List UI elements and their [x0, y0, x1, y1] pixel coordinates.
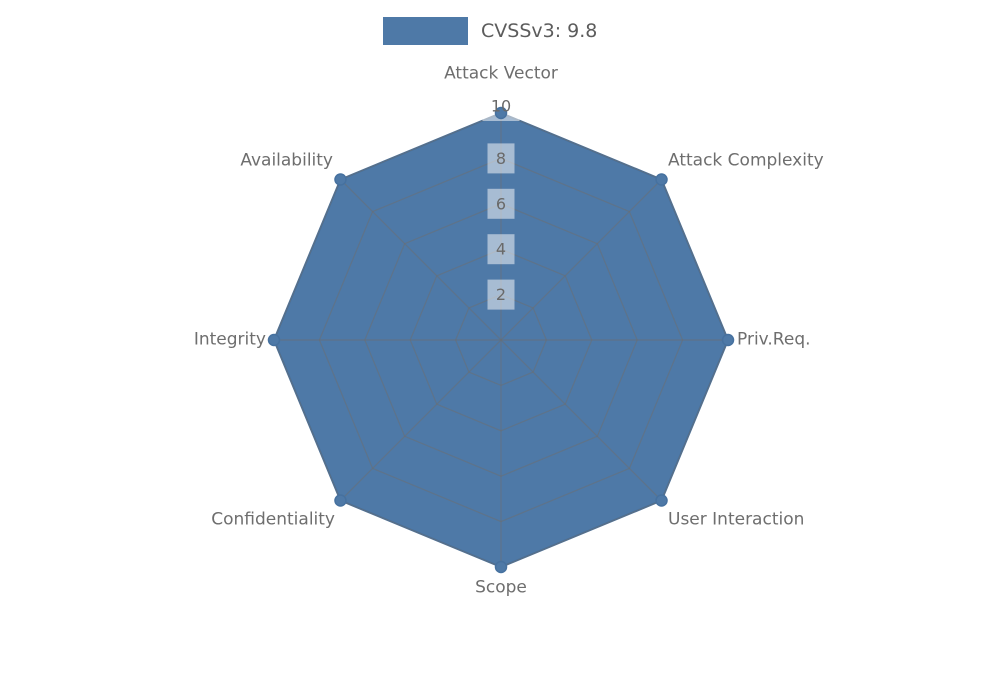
axis-label-priv-req: Priv.Req.	[737, 329, 811, 350]
axis-label-availability: Availability	[240, 150, 333, 171]
tick-label-8: 8	[496, 149, 506, 168]
axis-label-attack-vector: Attack Vector	[444, 63, 558, 84]
axis-label-integrity: Integrity	[193, 329, 266, 350]
axis-label-user-interaction: User Interaction	[668, 509, 805, 530]
axis-label-confidentiality: Confidentiality	[211, 509, 335, 530]
radial-tick-labels: 2 4 6 8 10	[491, 97, 511, 305]
radar-gridlines	[273, 112, 729, 568]
tick-label-6: 6	[496, 194, 506, 213]
tick-label-4: 4	[496, 240, 506, 259]
tick-label-10: 10	[491, 97, 511, 116]
legend-swatch	[383, 17, 468, 45]
axis-label-attack-complexity: Attack Complexity	[668, 150, 824, 171]
legend-label: CVSSv3: 9.8	[481, 19, 598, 42]
legend: CVSSv3: 9.8	[383, 17, 597, 45]
tick-label-2: 2	[496, 285, 506, 304]
axis-label-scope: Scope	[475, 577, 527, 598]
radial-tick-backgrounds	[482, 91, 520, 310]
vertex-markers	[267, 106, 735, 574]
